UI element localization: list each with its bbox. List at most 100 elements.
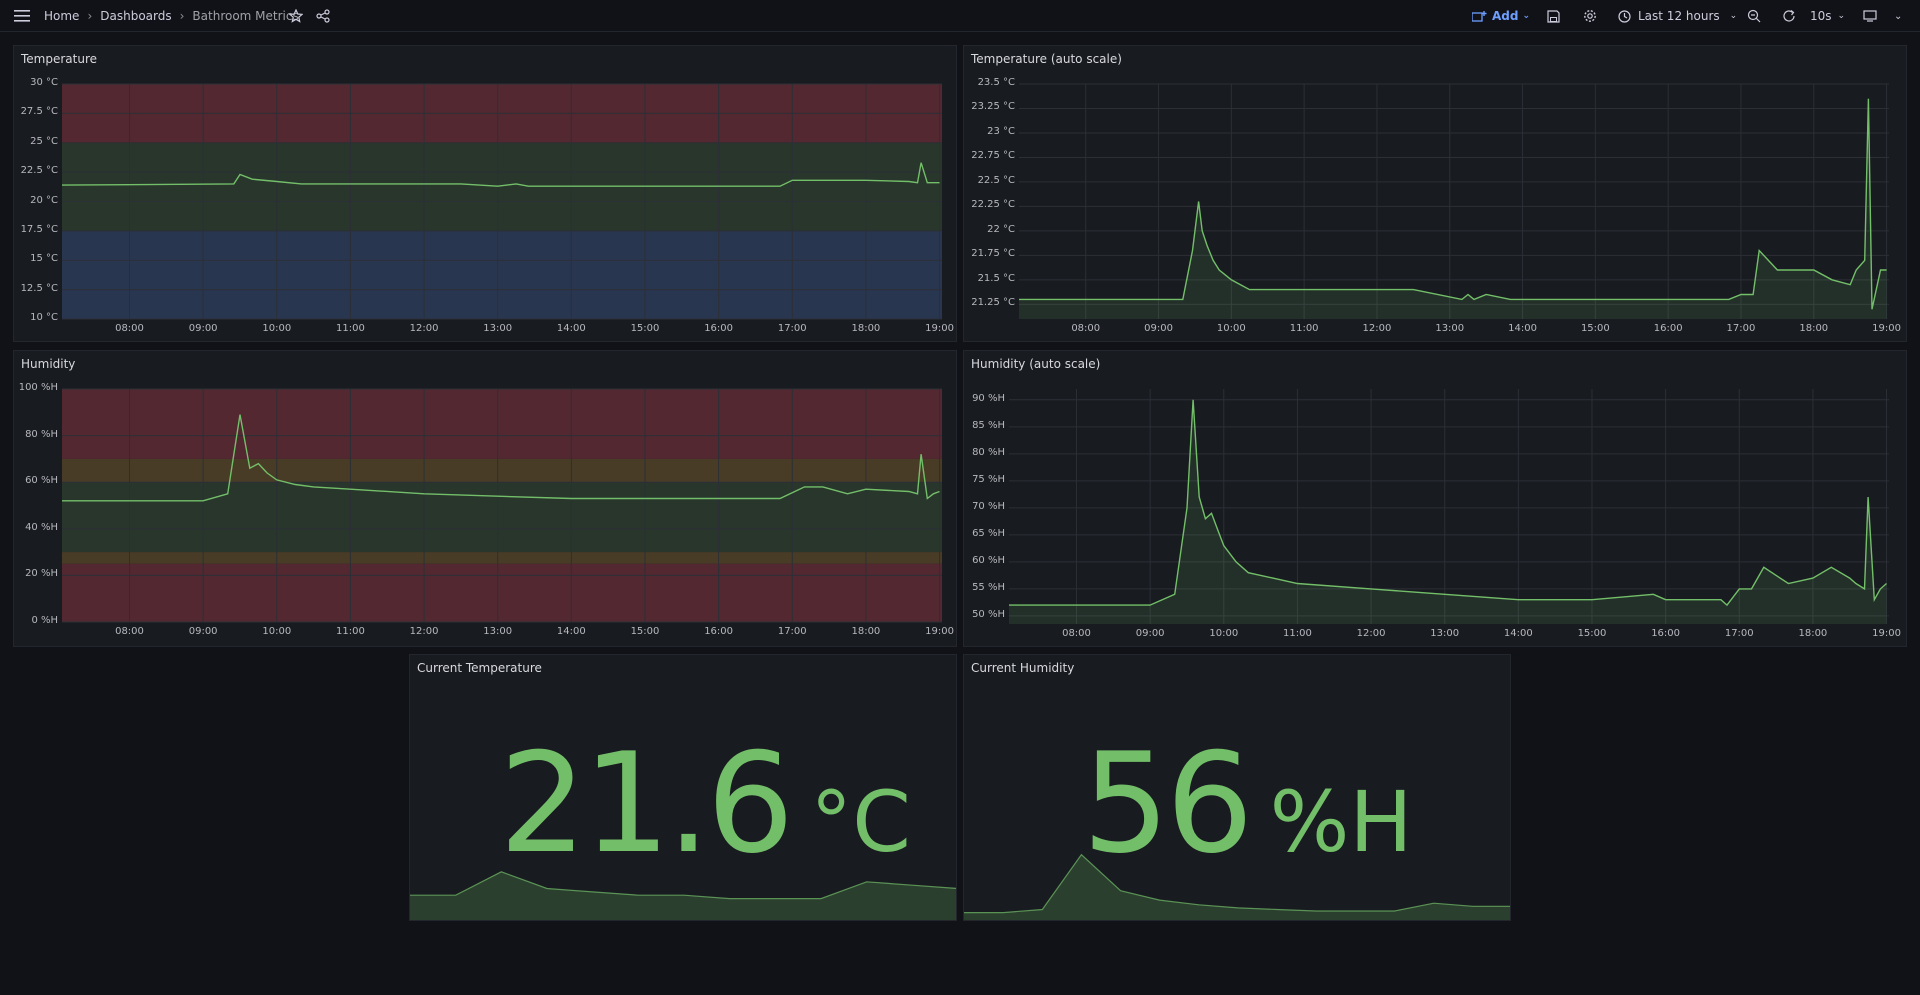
stat-value: 21.6 °C [499, 723, 911, 884]
threshold-band [62, 458, 942, 483]
panel-temperature: Temperature 30 °C 27.5 °C 25 °C 22.5 °C 20 °… [13, 45, 957, 342]
chevron-down-icon: ⌄ [1837, 11, 1846, 21]
add-button-label: Add [1492, 9, 1519, 23]
x-tick-label: 19:00 [925, 323, 954, 334]
panel-title: Humidity [21, 357, 76, 371]
x-tick-label: 09:00 [188, 626, 218, 637]
y-tick-label: 70 %H [972, 500, 1005, 512]
x-tick-label: 16:00 [704, 323, 734, 334]
x-tick-label: 11:00 [336, 626, 365, 637]
menu-icon[interactable] [14, 0, 30, 32]
y-tick-label: 50 %H [972, 608, 1005, 620]
y-tick-label: 23 °C [987, 125, 1015, 137]
y-tick-label: 0 %H [31, 615, 58, 626]
current-temperature-value: 21.6 [499, 723, 794, 884]
chevron-down-icon[interactable]: ⌄ [1894, 10, 1903, 22]
series-line [1019, 98, 1887, 310]
clock-icon [1618, 9, 1631, 23]
y-tick-label: 60 %H [25, 475, 58, 487]
panel-title: Temperature [21, 52, 98, 66]
x-tick-label: 14:00 [556, 323, 586, 334]
y-tick-label: 65 %H [972, 527, 1005, 539]
humidity-auto-chart [1008, 389, 1889, 624]
threshold-band [62, 142, 942, 231]
x-tick-label: 11:00 [336, 323, 365, 334]
x-tick-label: 17:00 [777, 626, 807, 637]
y-tick-label: 20 %H [25, 568, 58, 580]
x-tick-label: 10:00 [262, 323, 292, 334]
temperature-chart [61, 83, 942, 320]
panel-title: Temperature (auto scale) [971, 52, 1122, 66]
x-tick-label: 16:00 [704, 626, 734, 637]
y-tick-label: 21.5 °C [977, 272, 1015, 284]
x-tick-label: 12:00 [1356, 628, 1386, 639]
x-tick-label: 14:00 [556, 626, 586, 637]
gear-icon[interactable] [1583, 0, 1597, 32]
breadcrumb-separator: › [87, 9, 93, 23]
tv-mode-icon[interactable] [1863, 0, 1877, 32]
x-tick-label: 14:00 [1503, 628, 1533, 639]
time-range-picker[interactable]: Last 12 hours ⌄ [1618, 0, 1737, 32]
x-tick-label: 09:00 [1135, 628, 1165, 639]
x-tick-label: 17:00 [1724, 628, 1754, 639]
x-tick-label: 11:00 [1283, 628, 1312, 639]
series-line [62, 414, 940, 502]
threshold-band [62, 389, 942, 459]
y-tick-label: 100 %H [18, 382, 58, 393]
threshold-band [62, 563, 942, 622]
y-tick-label: 15 °C [30, 253, 58, 265]
x-tick-label: 12:00 [409, 323, 439, 334]
share-icon[interactable] [316, 0, 330, 32]
star-icon[interactable] [289, 0, 303, 32]
add-panel-icon [1472, 11, 1487, 22]
y-tick-label: 22.5 °C [20, 165, 58, 177]
x-tick-label: 14:00 [1508, 323, 1537, 334]
sparkline-line [410, 871, 956, 900]
y-tick-label: 22 °C [987, 223, 1015, 235]
panel-current-temperature: Current Temperature 21.6 °C [409, 654, 957, 921]
time-range-label: Last 12 hours [1638, 9, 1720, 23]
threshold-band [62, 230, 942, 319]
x-tick-label: 10:00 [1209, 628, 1239, 639]
breadcrumb-current: Bathroom Metrics [192, 9, 299, 23]
y-tick-label: 75 %H [972, 473, 1005, 485]
top-navbar: Home › Dashboards › Bathroom Metrics Add… [0, 0, 1920, 32]
chevron-down-icon: ⌄ [1522, 11, 1531, 21]
zoom-out-icon[interactable] [1747, 0, 1761, 32]
panel-current-humidity: Current Humidity 56 %H [963, 654, 1511, 921]
current-temperature-unit: °C [810, 773, 911, 871]
x-tick-label: 18:00 [1799, 323, 1829, 334]
y-tick-label: 21.25 °C [971, 297, 1015, 309]
x-tick-label: 08:00 [115, 323, 144, 334]
panel-title: Current Humidity [971, 661, 1075, 675]
y-tick-label: 27.5 °C [20, 106, 58, 118]
save-icon[interactable] [1547, 0, 1560, 32]
current-humidity-value: 56 [1082, 723, 1254, 884]
sparkline-area [964, 854, 1510, 920]
sparkline-chart [964, 853, 1510, 920]
x-tick-label: 18:00 [851, 626, 881, 637]
x-tick-label: 12:00 [409, 626, 439, 637]
chevron-down-icon: ⌄ [1729, 11, 1738, 21]
breadcrumb-dashboards[interactable]: Dashboards [100, 9, 172, 23]
refresh-interval-picker[interactable]: 10s ⌄ [1810, 0, 1845, 32]
temperature-auto-chart [1018, 83, 1889, 319]
x-tick-label: 11:00 [1289, 323, 1319, 334]
x-tick-label: 19:00 [1872, 323, 1901, 334]
x-tick-label: 10:00 [262, 626, 292, 637]
breadcrumb-home[interactable]: Home [44, 9, 80, 23]
y-tick-label: 55 %H [972, 581, 1005, 593]
x-tick-label: 13:00 [1430, 628, 1460, 639]
series-area [1019, 98, 1887, 319]
x-tick-label: 16:00 [1651, 628, 1681, 639]
x-tick-label: 15:00 [1577, 628, 1607, 639]
y-tick-label: 30 °C [30, 77, 58, 88]
y-tick-label: 12.5 °C [20, 282, 58, 294]
x-tick-label: 15:00 [1580, 323, 1610, 334]
add-button[interactable]: Add ⌄ [1472, 0, 1530, 32]
refresh-icon[interactable] [1782, 0, 1796, 32]
x-tick-label: 13:00 [483, 323, 513, 334]
y-tick-label: 17.5 °C [20, 223, 58, 235]
threshold-band [62, 482, 942, 553]
breadcrumb-separator: › [179, 9, 185, 23]
